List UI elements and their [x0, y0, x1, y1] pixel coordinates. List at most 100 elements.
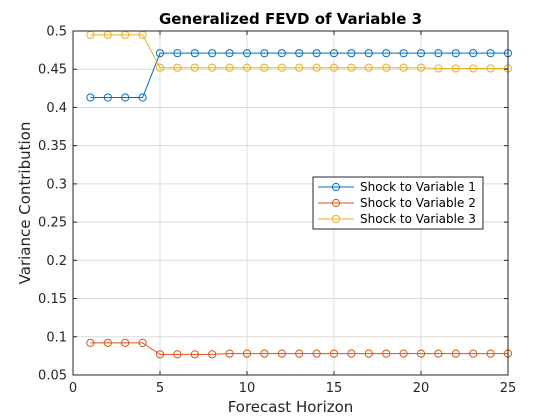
data-point — [155, 63, 165, 72]
data-point — [103, 338, 112, 347]
data-point — [138, 338, 147, 347]
tick-labels: 0 5 10 15 20 25 0.05 0.1 0.15 0.2 0.25 0.3 0.35 0.4 0.… — [38, 25, 516, 397]
chart-title: Generalized FEVD of Variable 3 — [159, 10, 422, 28]
data-point — [347, 49, 356, 58]
series-3 — [86, 30, 513, 73]
data-point — [86, 93, 95, 102]
data-point — [173, 63, 182, 72]
data-point — [434, 64, 443, 73]
data-point — [469, 49, 478, 58]
data-point — [347, 349, 356, 358]
data-point — [225, 49, 234, 58]
data-point — [295, 49, 304, 58]
data-point — [295, 63, 304, 72]
y-tick-label: 0.4 — [46, 101, 67, 116]
data-point — [364, 49, 373, 58]
data-point — [173, 350, 182, 359]
series-layer — [86, 30, 513, 359]
data-point — [399, 63, 408, 72]
y-tick-label: 0.3 — [46, 177, 67, 192]
data-point — [260, 349, 269, 358]
data-point — [486, 49, 495, 58]
y-tick-label: 0.15 — [38, 292, 67, 307]
data-point — [434, 349, 443, 358]
data-point — [486, 64, 495, 73]
data-point — [416, 63, 426, 72]
data-point — [416, 349, 426, 358]
data-point — [486, 349, 495, 358]
y-tick-label: 0.45 — [38, 63, 67, 78]
data-point — [416, 49, 426, 58]
data-point — [364, 349, 373, 358]
x-tick-label: 0 — [69, 381, 77, 396]
legend: Shock to Variable 1 Shock to Variable 2 Sh… — [312, 176, 484, 230]
data-point — [190, 49, 199, 58]
x-tick-label: 15 — [326, 381, 343, 396]
data-point — [86, 338, 95, 347]
data-point — [260, 63, 269, 72]
data-point — [277, 63, 286, 72]
series-line — [90, 342, 508, 355]
series-line — [90, 34, 508, 69]
axes-box — [72, 30, 509, 376]
data-point — [399, 349, 408, 358]
data-point — [242, 49, 252, 58]
legend-marker — [331, 182, 341, 192]
data-point — [329, 349, 339, 358]
data-point — [121, 93, 130, 102]
legend-marker — [331, 198, 341, 208]
x-axis-label: Forecast Horizon — [228, 398, 354, 416]
data-point — [121, 338, 130, 347]
data-point — [190, 63, 199, 72]
data-point — [295, 349, 304, 358]
legend-marker — [331, 214, 341, 224]
data-point — [155, 350, 165, 359]
data-point — [364, 63, 373, 72]
data-point — [312, 349, 321, 358]
legend-box — [312, 176, 484, 230]
series-2 — [86, 338, 513, 359]
y-tick-label: 0.1 — [46, 330, 67, 345]
data-point — [451, 64, 460, 73]
y-tick-label: 0.5 — [46, 25, 67, 40]
y-tick-label: 0.35 — [38, 139, 67, 154]
data-point — [190, 350, 199, 359]
data-point — [469, 349, 478, 358]
data-point — [329, 49, 339, 58]
y-tick-label: 0.25 — [38, 216, 67, 231]
data-point — [103, 93, 112, 102]
data-point — [277, 49, 286, 58]
legend-label: Shock to Variable 1 — [360, 180, 476, 194]
data-point — [208, 49, 217, 58]
legend-item: Shock to Variable 3 — [318, 212, 476, 226]
data-point — [382, 63, 391, 72]
data-point — [329, 63, 339, 72]
x-tick-label: 25 — [500, 381, 517, 396]
data-point — [225, 63, 234, 72]
data-point — [312, 63, 321, 72]
data-point — [225, 349, 234, 358]
y-axis-label: Variance Contribution — [16, 122, 34, 285]
data-point — [469, 64, 478, 73]
data-point — [242, 63, 252, 72]
data-point — [399, 49, 408, 58]
x-tick-label: 5 — [156, 381, 164, 396]
x-tick-label: 10 — [239, 381, 256, 396]
data-point — [260, 49, 269, 58]
data-point — [173, 49, 182, 58]
legend-label: Shock to Variable 2 — [360, 196, 476, 210]
data-point — [208, 350, 217, 359]
series-1 — [86, 49, 513, 102]
legend-item: Shock to Variable 1 — [318, 180, 476, 194]
data-point — [451, 349, 460, 358]
data-point — [382, 49, 391, 58]
data-point — [312, 49, 321, 58]
data-point — [382, 349, 391, 358]
series-line — [90, 52, 508, 99]
axes-frame — [72, 30, 509, 376]
data-point — [347, 63, 356, 72]
data-point — [242, 349, 252, 358]
legend-item: Shock to Variable 2 — [318, 196, 476, 210]
x-tick-label: 20 — [413, 381, 430, 396]
